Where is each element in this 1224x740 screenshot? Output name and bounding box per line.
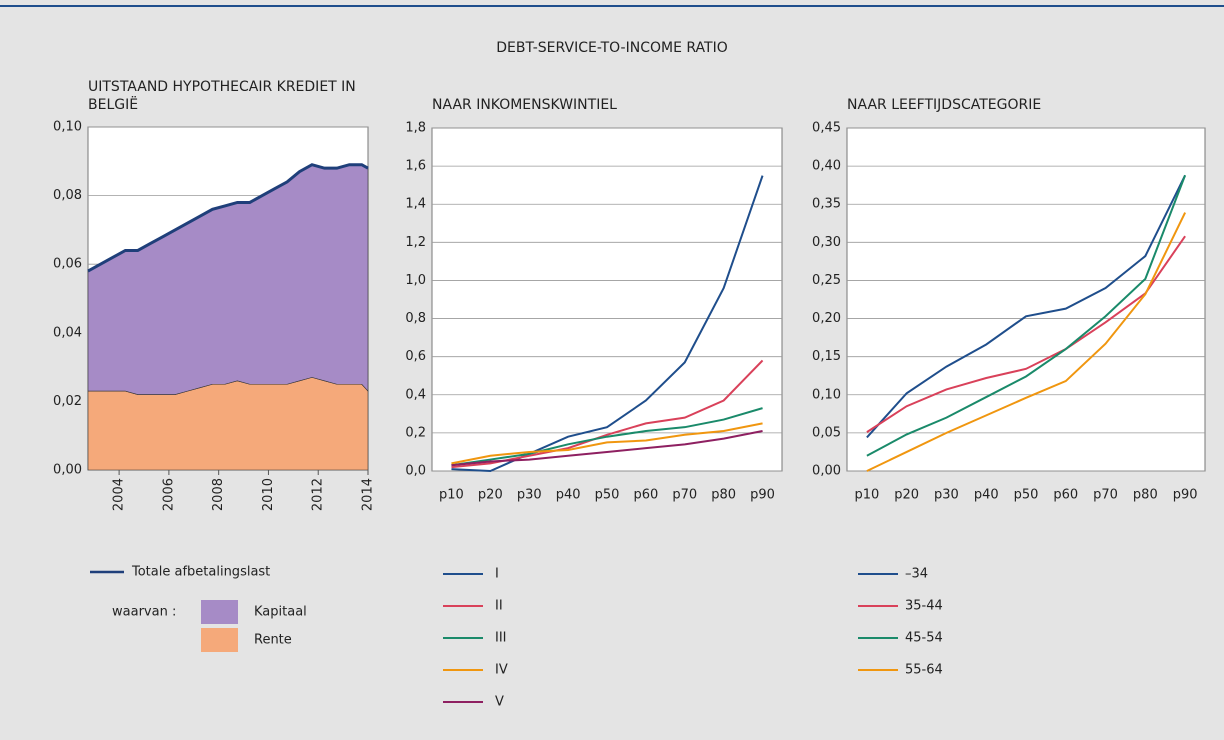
legend-label: 45-54 xyxy=(905,631,943,646)
legend-label: Totale afbetalingslast xyxy=(131,565,270,580)
legend-label: –34 xyxy=(905,567,928,582)
x-tick-label: p10 xyxy=(854,488,879,503)
x-tick-label: p90 xyxy=(1173,488,1198,503)
y-tick-label: 0,35 xyxy=(812,197,841,212)
y-tick-label: 0,45 xyxy=(812,121,841,136)
chart-title: NAAR INKOMENSKWINTIEL xyxy=(432,97,617,113)
line xyxy=(451,422,763,465)
legend-label: Rente xyxy=(254,633,292,648)
x-tick-label: 2012 xyxy=(311,478,326,511)
x-tick-label: p50 xyxy=(1014,488,1039,503)
x-tick-label: p10 xyxy=(439,488,464,503)
y-tick-label: 0,40 xyxy=(812,159,841,174)
line xyxy=(87,163,369,273)
x-tick-label: p70 xyxy=(1093,488,1118,503)
y-tick-label: 0,00 xyxy=(812,464,841,479)
legend-label: IV xyxy=(495,663,508,678)
x-tick-label: p70 xyxy=(672,488,697,503)
y-tick-label: 1,8 xyxy=(405,121,426,136)
y-tick-label: 0,02 xyxy=(53,394,82,409)
legend-swatch xyxy=(201,600,238,624)
series-layer xyxy=(451,175,764,473)
y-tick-label: 0,10 xyxy=(53,120,82,135)
y-tick-label: 1,4 xyxy=(405,197,426,212)
line xyxy=(451,430,763,467)
y-tick-label: 0,30 xyxy=(812,235,841,250)
series-layer xyxy=(87,163,369,471)
chart-title-box: NAAR LEEFTIJDSCATEGORIE xyxy=(847,97,1042,113)
x-tick-label: p60 xyxy=(1053,488,1078,503)
line xyxy=(866,212,1187,472)
y-tick-label: 1,6 xyxy=(405,159,426,174)
line xyxy=(451,407,763,467)
x-tick-label: 2006 xyxy=(161,478,176,511)
legend-label: 55-64 xyxy=(905,663,943,678)
x-tick-label: 2004 xyxy=(112,478,127,511)
chart-title: UITSTAAND HYPOTHECAIR KREDIET IN BELGIË xyxy=(88,79,356,113)
legend-label: 35-44 xyxy=(905,599,943,614)
line xyxy=(866,235,1186,433)
x-tick-label: 2008 xyxy=(211,478,226,511)
line xyxy=(866,174,1187,439)
legend-label: III xyxy=(495,631,507,646)
x-tick-label: p40 xyxy=(974,488,999,503)
x-tick-label: p90 xyxy=(750,488,775,503)
legend-swatch xyxy=(201,628,238,652)
y-tick-label: 0,15 xyxy=(812,349,841,364)
top-rule xyxy=(0,5,1224,7)
y-tick-label: 0,08 xyxy=(53,188,82,203)
x-tick-label: 2014 xyxy=(361,478,376,511)
x-tick-label: p30 xyxy=(517,488,542,503)
x-tick-label: p80 xyxy=(1133,488,1158,503)
y-tick-label: 0,6 xyxy=(405,349,426,364)
x-tick-label: p50 xyxy=(595,488,620,503)
legend-label: Kapitaal xyxy=(254,605,307,620)
y-tick-label: 0,06 xyxy=(53,257,82,272)
x-tick-label: p20 xyxy=(894,488,919,503)
x-tick-label: 2010 xyxy=(261,478,276,511)
y-tick-label: 0,04 xyxy=(53,325,82,340)
chart-title: NAAR LEEFTIJDSCATEGORIE xyxy=(847,97,1042,113)
line xyxy=(451,175,764,473)
legend-label: I xyxy=(495,567,499,582)
x-tick-label: p60 xyxy=(633,488,658,503)
figure-title: DEBT-SERVICE-TO-INCOME RATIO xyxy=(496,40,727,56)
legend-label: II xyxy=(495,599,503,614)
series-layer xyxy=(866,174,1187,472)
y-tick-label: 0,25 xyxy=(812,273,841,288)
y-tick-label: 1,0 xyxy=(405,273,426,288)
y-tick-label: 0,0 xyxy=(405,464,426,479)
x-tick-label: p80 xyxy=(711,488,736,503)
y-tick-label: 0,10 xyxy=(812,387,841,402)
line xyxy=(866,174,1187,457)
plot-area xyxy=(846,127,1206,472)
y-tick-label: 0,05 xyxy=(812,425,841,440)
x-tick-label: p40 xyxy=(556,488,581,503)
chart-title-box: NAAR INKOMENSKWINTIEL xyxy=(432,97,617,113)
legend-label: V xyxy=(495,695,504,710)
chart-title-box: UITSTAAND HYPOTHECAIR KREDIET IN BELGIË xyxy=(88,79,356,113)
legend-note: waarvan : xyxy=(112,605,176,620)
y-tick-label: 0,4 xyxy=(405,387,426,402)
y-tick-label: 0,20 xyxy=(812,311,841,326)
y-tick-label: 0,00 xyxy=(53,463,82,478)
x-tick-label: p20 xyxy=(478,488,503,503)
plot-area xyxy=(431,127,783,472)
x-tick-label: p30 xyxy=(934,488,959,503)
y-tick-label: 1,2 xyxy=(405,235,426,250)
y-tick-label: 0,2 xyxy=(405,425,426,440)
y-tick-label: 0,8 xyxy=(405,311,426,326)
